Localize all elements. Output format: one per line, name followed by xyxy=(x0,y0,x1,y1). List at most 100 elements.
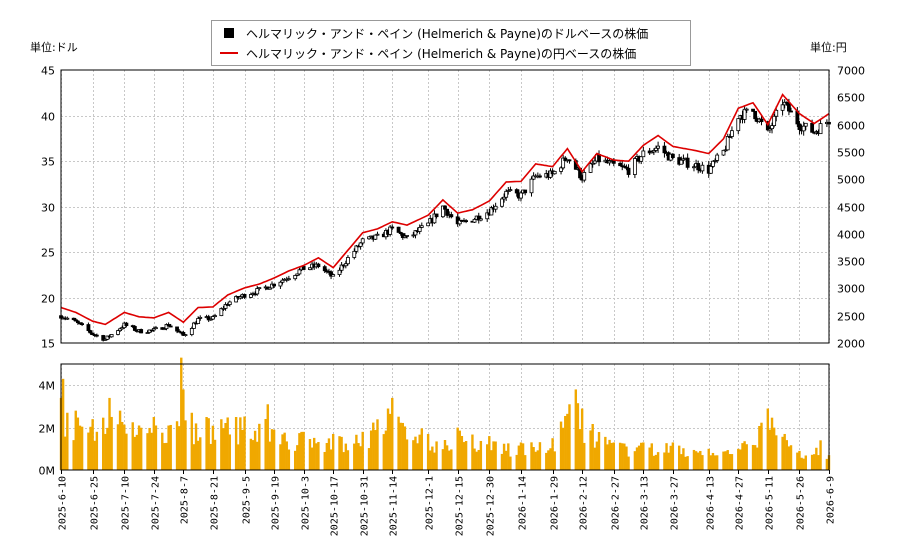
volume-bar xyxy=(519,442,523,470)
volume-bar xyxy=(694,451,698,470)
x-tick-label: 2025-10-3 xyxy=(301,476,312,530)
candle-body xyxy=(354,245,359,252)
volume-bar xyxy=(268,441,272,470)
candle-body xyxy=(308,267,312,270)
volume-bar xyxy=(182,389,185,470)
candle-body xyxy=(196,318,201,324)
volume-bar xyxy=(382,434,386,470)
x-tick-label: 2025-9-19 xyxy=(271,476,282,530)
x-tick-label: 2026-6-9 xyxy=(826,476,837,524)
candle-body xyxy=(489,207,494,216)
volume-bar xyxy=(538,442,542,470)
volume-bar xyxy=(279,444,282,470)
volume-bar xyxy=(108,397,111,470)
volume-bar xyxy=(756,447,759,470)
volume-bar xyxy=(266,404,269,470)
volume-bar xyxy=(331,433,335,470)
candle-body xyxy=(478,218,483,221)
volume-bar xyxy=(139,427,143,470)
x-tick-label: 2026-1-29 xyxy=(550,476,561,530)
volume-bar xyxy=(739,449,742,470)
volume-bar xyxy=(456,427,459,470)
volume-bar xyxy=(329,449,333,470)
right-tick-label: 3000 xyxy=(837,283,865,296)
volume-bar xyxy=(627,456,630,470)
candle-body xyxy=(255,288,260,295)
candle-body xyxy=(65,317,70,320)
candle-body xyxy=(692,166,696,169)
candle-body xyxy=(267,287,272,290)
candle-body xyxy=(316,263,321,268)
candle-body xyxy=(168,325,173,328)
volume-bar xyxy=(751,444,755,470)
volume-bar xyxy=(386,408,390,470)
left-tick-label: 25 xyxy=(41,247,55,260)
candle-body xyxy=(331,274,336,277)
volume-bar xyxy=(146,433,149,470)
candle-body xyxy=(411,234,416,237)
volume-bar xyxy=(123,424,126,470)
volume-bar xyxy=(169,424,172,470)
candle-body xyxy=(105,335,110,340)
candle-body xyxy=(504,190,509,198)
volume-bar xyxy=(137,425,141,470)
volume-bar xyxy=(669,445,672,470)
candle-body xyxy=(500,198,504,207)
candle-body xyxy=(797,123,802,130)
volume-bar xyxy=(766,408,770,470)
volume-bar xyxy=(101,417,105,470)
volume-bar xyxy=(783,433,786,470)
volume-bar xyxy=(566,413,569,470)
price-plot-border xyxy=(60,69,830,344)
volume-bar xyxy=(781,436,784,470)
volume-bar xyxy=(226,417,229,470)
candle-body xyxy=(768,128,772,131)
volume-bar xyxy=(317,441,320,470)
volume-bar xyxy=(625,446,628,470)
candle-body xyxy=(449,214,454,218)
volume-bar xyxy=(175,421,179,470)
volume-bar xyxy=(775,435,778,470)
volume-bar xyxy=(534,451,537,470)
volume-bar xyxy=(490,450,493,470)
candle-body xyxy=(582,172,587,181)
line-swatch-icon xyxy=(220,52,238,54)
candle-body xyxy=(280,279,285,283)
volume-bar xyxy=(667,452,670,470)
candle-body xyxy=(723,149,728,152)
candle-body xyxy=(177,330,182,333)
volume-bar xyxy=(426,433,430,470)
volume-bar xyxy=(253,430,257,470)
volume-bar xyxy=(665,443,668,470)
candle-body xyxy=(211,316,215,320)
candle-body xyxy=(272,283,276,287)
legend-item-usd: ヘルマリック・アンド・ペイン (Helmerich & Payne)のドルベース… xyxy=(220,23,648,43)
volume-bar xyxy=(281,434,284,470)
left-tick-label: 35 xyxy=(41,156,55,169)
volume-bar xyxy=(815,447,818,470)
volume-bar xyxy=(429,450,432,470)
volume-bar xyxy=(677,445,681,470)
volume-bar xyxy=(770,417,774,470)
volume-bar xyxy=(340,436,343,470)
volume-bar xyxy=(249,438,253,470)
candle-body xyxy=(508,189,513,191)
candle-body xyxy=(166,324,171,327)
volume-bar xyxy=(523,455,527,470)
candle-body xyxy=(519,192,523,199)
volume-bar xyxy=(323,451,326,470)
volume-bar xyxy=(211,425,215,470)
x-tick-label: 2025-10-31 xyxy=(360,476,371,536)
candle-body xyxy=(457,219,462,225)
candle-body xyxy=(242,293,247,298)
candle-body xyxy=(713,160,717,162)
candle-body xyxy=(358,242,363,247)
volume-bar xyxy=(591,423,594,470)
volume-bar xyxy=(384,430,388,470)
volume-bar xyxy=(475,451,478,470)
volume-bar xyxy=(817,455,820,470)
volume-bar xyxy=(180,357,183,470)
candle-body xyxy=(208,318,213,321)
volume-bar xyxy=(135,434,139,470)
volume-bar xyxy=(315,443,318,470)
